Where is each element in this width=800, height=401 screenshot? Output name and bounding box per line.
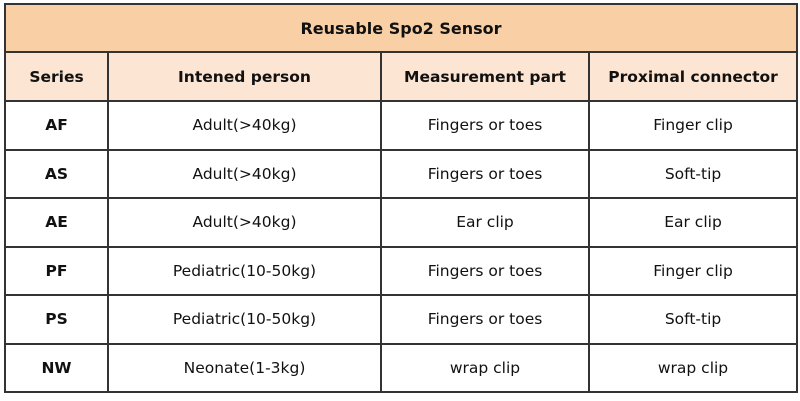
- header-row: Series Intened person Measurement part P…: [4, 51, 799, 102]
- measurement-part-cell: Fingers or toes: [380, 245, 590, 296]
- table-body: AF Adult(>40kg) Fingers or toes Finger clip…: [4, 100, 799, 393]
- intended-person-cell: Pediatric(10-50kg): [107, 294, 382, 345]
- table-title: Reusable Spo2 Sensor: [3, 3, 799, 53]
- title-row: Reusable Spo2 Sensor: [3, 3, 799, 53]
- table-row: PS Pediatric(10-50kg) Fingers or toes Soft-…: [4, 294, 799, 345]
- proximal-connector-cell: wrap clip: [587, 342, 799, 393]
- header-intended-person: Intened person: [107, 51, 382, 102]
- measurement-part-cell: Fingers or toes: [380, 294, 590, 345]
- table-row: AE Adult(>40kg) Ear clip Ear clip: [4, 197, 799, 248]
- header-measurement-part: Measurement part: [380, 51, 590, 102]
- header-series: Series: [4, 51, 109, 102]
- measurement-part-cell: Ear clip: [380, 197, 590, 248]
- series-cell: AF: [4, 100, 109, 151]
- intended-person-cell: Adult(>40kg): [107, 197, 382, 248]
- intended-person-cell: Adult(>40kg): [107, 100, 382, 151]
- series-cell: NW: [4, 342, 109, 393]
- intended-person-cell: Adult(>40kg): [107, 148, 382, 199]
- intended-person-cell: Pediatric(10-50kg): [107, 245, 382, 296]
- proximal-connector-cell: Finger clip: [587, 100, 799, 151]
- measurement-part-cell: Fingers or toes: [380, 148, 590, 199]
- intended-person-cell: Neonate(1-3kg): [107, 342, 382, 393]
- spo2-sensor-table: Reusable Spo2 Sensor Series Intened pers…: [3, 3, 799, 393]
- header-proximal-connector: Proximal connector: [587, 51, 799, 102]
- table-row: NW Neonate(1-3kg) wrap clip wrap clip: [4, 342, 799, 393]
- measurement-part-cell: Fingers or toes: [380, 100, 590, 151]
- table-row: AS Adult(>40kg) Fingers or toes Soft-tip: [4, 148, 799, 199]
- series-cell: PS: [4, 294, 109, 345]
- series-cell: PF: [4, 245, 109, 296]
- proximal-connector-cell: Soft-tip: [587, 294, 799, 345]
- proximal-connector-cell: Soft-tip: [587, 148, 799, 199]
- series-cell: AS: [4, 148, 109, 199]
- series-cell: AE: [4, 197, 109, 248]
- proximal-connector-cell: Ear clip: [587, 197, 799, 248]
- measurement-part-cell: wrap clip: [380, 342, 590, 393]
- proximal-connector-cell: Finger clip: [587, 245, 799, 296]
- table-row: PF Pediatric(10-50kg) Fingers or toes Finge…: [4, 245, 799, 296]
- table-row: AF Adult(>40kg) Fingers or toes Finger clip: [4, 100, 799, 151]
